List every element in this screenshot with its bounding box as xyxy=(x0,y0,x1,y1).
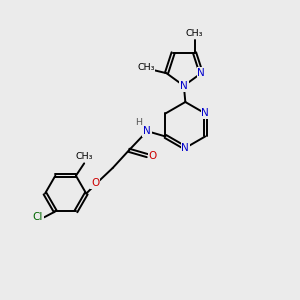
Text: Cl: Cl xyxy=(32,212,43,222)
Text: N: N xyxy=(182,143,189,153)
Text: CH₃: CH₃ xyxy=(75,152,93,161)
Text: N: N xyxy=(197,68,205,78)
Text: CH₃: CH₃ xyxy=(137,63,154,72)
Text: O: O xyxy=(91,178,99,188)
Text: N: N xyxy=(143,126,151,136)
Text: N: N xyxy=(180,81,188,91)
Text: O: O xyxy=(148,151,157,160)
Text: CH₃: CH₃ xyxy=(186,29,203,38)
Text: H: H xyxy=(135,118,142,127)
Text: N: N xyxy=(201,109,209,118)
